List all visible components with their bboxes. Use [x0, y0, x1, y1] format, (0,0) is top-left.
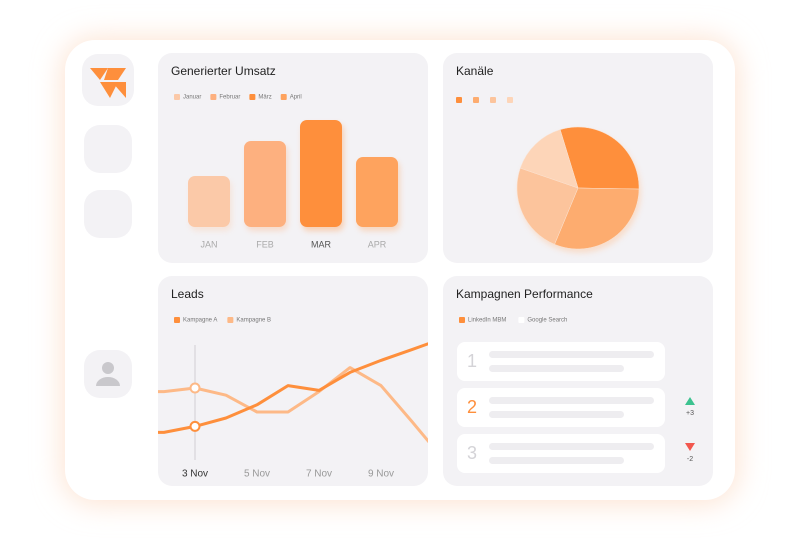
placeholder — [489, 365, 624, 372]
placeholder — [489, 397, 654, 404]
legend-swatch — [227, 317, 234, 323]
bar — [244, 141, 286, 227]
x-tick-label: 3 Nov — [182, 469, 208, 480]
legend-swatch — [459, 317, 465, 323]
legend-swatch — [174, 317, 180, 323]
legend-swatch — [280, 94, 287, 100]
trend-icon — [685, 397, 695, 405]
bar — [300, 120, 342, 227]
legend-label: Januar — [183, 95, 201, 101]
avatar-icon — [96, 362, 120, 386]
pie-slice — [520, 129, 579, 189]
pie-slice — [554, 187, 640, 250]
card-title: Kanäle — [456, 64, 494, 78]
campaign-row — [457, 434, 665, 473]
legend-swatch — [210, 94, 217, 100]
campaign-rank: 1 — [467, 351, 477, 371]
trend-change: -2 — [687, 456, 693, 463]
card-title: Kampagnen Performance — [456, 287, 593, 301]
legend-swatch — [507, 97, 513, 103]
campaign-rank: 2 — [467, 397, 477, 417]
bar — [188, 176, 230, 227]
x-tick-label: 5 Nov — [244, 469, 270, 480]
campaign-row — [457, 388, 665, 427]
trend-change: +3 — [686, 410, 694, 417]
campaign-rank: 3 — [467, 443, 477, 463]
card-title: Leads — [171, 287, 204, 301]
pie-slice — [516, 167, 579, 245]
x-tick-label: 7 Nov — [306, 469, 332, 480]
logo — [90, 68, 126, 98]
bar — [356, 157, 398, 227]
x-tick-label: FEB — [256, 239, 274, 249]
legend-label: Februar — [219, 95, 240, 101]
placeholder — [489, 457, 624, 464]
legend-swatch — [174, 94, 180, 100]
placeholder — [489, 411, 624, 418]
nav-item[interactable] — [84, 125, 132, 173]
x-tick-label: APR — [368, 239, 387, 249]
x-tick-label: JAN — [200, 239, 217, 249]
x-tick-label: MAR — [311, 239, 332, 249]
legend-swatch — [473, 97, 479, 103]
point-marker — [189, 382, 201, 394]
legend-swatch — [490, 97, 496, 103]
card-title: Generierter Umsatz — [171, 64, 276, 78]
card — [158, 276, 428, 486]
line — [158, 342, 428, 434]
legend-label: Kampagne A — [183, 318, 217, 324]
legend-label: April — [290, 95, 302, 101]
trend-icon — [685, 443, 695, 451]
placeholder — [489, 351, 654, 358]
placeholder — [489, 443, 654, 450]
pie-slice — [559, 126, 640, 190]
line — [158, 366, 428, 444]
legend-swatch — [249, 94, 256, 100]
campaign-row — [457, 342, 665, 381]
legend-swatch — [518, 317, 525, 323]
legend-swatch — [456, 97, 462, 103]
legend-label: Kampagne B — [236, 318, 271, 324]
legend-label: Google Search — [527, 318, 567, 324]
nav-item[interactable] — [84, 190, 132, 238]
legend-label: März — [258, 95, 271, 101]
legend-label: LinkedIn MBM — [468, 318, 506, 324]
x-tick-label: 9 Nov — [368, 469, 394, 480]
point-marker — [189, 420, 201, 432]
